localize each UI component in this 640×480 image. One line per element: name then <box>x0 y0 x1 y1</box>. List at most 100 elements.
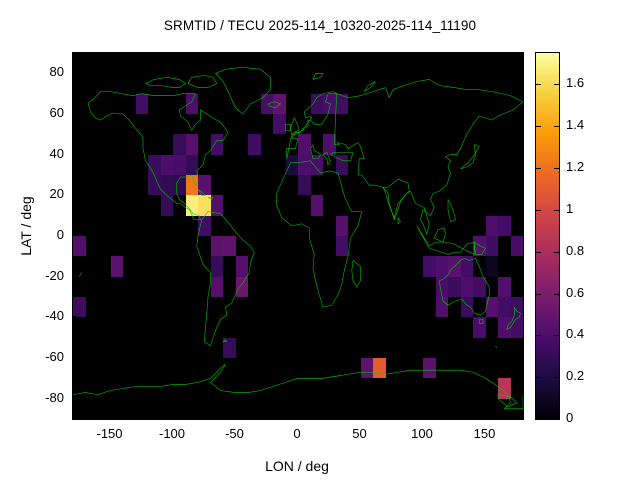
heatmap-cell <box>460 276 473 297</box>
heatmap-cell <box>473 317 486 338</box>
colorbar-tick-label: 0.4 <box>566 326 585 342</box>
heatmap-cell <box>298 154 311 175</box>
colorbar-tick-label: 1.2 <box>566 159 585 175</box>
y-tick-mark <box>72 153 77 155</box>
coastline-path <box>474 242 485 254</box>
colorbar <box>535 52 560 420</box>
heatmap-cell <box>335 236 348 257</box>
heatmap-cell <box>110 256 123 277</box>
heatmap-cell <box>485 215 498 236</box>
coastline-path <box>286 124 291 130</box>
coastline-path <box>507 307 521 329</box>
heatmap-cell <box>160 175 173 196</box>
heatmap-cell <box>460 297 473 318</box>
heatmap-cell <box>323 93 336 114</box>
heatmap-cell <box>448 276 461 297</box>
coastline-path <box>287 92 337 159</box>
coastline-path <box>208 197 213 199</box>
y-tick-mark <box>72 194 77 196</box>
colorbar-tick-mark <box>536 84 541 86</box>
x-tick-mark <box>359 413 361 418</box>
x-tick-mark <box>422 413 423 418</box>
y-tick-label: -60 <box>45 349 64 364</box>
heatmap-cell <box>423 358 436 379</box>
heatmap-cell <box>335 93 348 114</box>
y-tick-label: -80 <box>45 389 64 405</box>
x-tick-mark <box>234 413 236 418</box>
coastline-path <box>73 364 523 409</box>
coastline-path <box>331 153 354 161</box>
heatmap-cell <box>73 297 86 318</box>
heatmap-cell <box>273 93 286 114</box>
coastline-path <box>277 161 362 307</box>
x-tick-label: 100 <box>411 426 433 441</box>
coastline-path <box>334 79 523 234</box>
heatmap-cell <box>198 215 211 236</box>
y-tick-label: 40 <box>49 145 64 161</box>
heatmap-cell <box>498 317 511 338</box>
colorbar-tick-label: 0.2 <box>566 368 585 384</box>
coastline-path <box>323 153 331 165</box>
heatmap-cell <box>498 378 511 399</box>
coastline-path <box>498 395 517 407</box>
heatmap-cell <box>248 134 261 155</box>
heatmap-cell <box>335 154 348 175</box>
coastline-path <box>439 258 489 315</box>
heatmap-cell <box>210 256 223 277</box>
heatmap-cell <box>185 93 198 114</box>
colorbar-tick-mark <box>536 251 541 253</box>
heatmap-cell <box>310 195 323 216</box>
colorbar-tick-label: 1.6 <box>566 75 585 91</box>
y-tick-mark <box>72 316 77 318</box>
heatmap-cell <box>435 276 448 297</box>
heatmap-cell <box>498 215 511 236</box>
coastline-path <box>146 77 186 87</box>
heatmap-cell-layer <box>73 53 523 419</box>
x-tick-label: -100 <box>158 426 186 441</box>
coastline-path <box>313 73 323 79</box>
coastline-path <box>383 179 409 220</box>
heatmap-cell <box>235 256 248 277</box>
y-tick-mark <box>72 357 77 358</box>
y-tick-label: 20 <box>49 186 64 202</box>
heatmap-cell <box>210 195 223 216</box>
x-tick-label: 50 <box>352 426 367 441</box>
coastline-path <box>311 145 321 159</box>
x-axis-label: LON / deg <box>265 458 329 474</box>
heatmap-cell <box>485 256 498 277</box>
heatmap-cell <box>223 236 236 257</box>
heatmap-cell <box>423 256 436 277</box>
y-tick-mark <box>72 235 77 236</box>
x-tick-label: 0 <box>293 426 301 441</box>
coastline-path <box>364 81 375 91</box>
coastline-path <box>352 260 361 286</box>
coastline-path <box>479 319 483 323</box>
heatmap-cell <box>210 236 223 257</box>
heatmap-cell <box>473 236 486 257</box>
heatmap-cell <box>435 256 448 277</box>
y-tick-label: -40 <box>45 308 64 324</box>
x-tick-label: 150 <box>473 426 496 441</box>
heatmap-cell <box>185 154 198 175</box>
y-tick-label: 0 <box>56 227 64 242</box>
coastline-path <box>496 346 497 348</box>
heatmap-cell <box>485 236 498 257</box>
heatmap-cell <box>198 195 211 216</box>
x-tick-mark <box>172 413 173 418</box>
x-tick-mark <box>109 413 111 418</box>
colorbar-tick-label: 0.8 <box>566 242 585 258</box>
y-tick-label: 80 <box>49 64 64 80</box>
coastline-path <box>461 145 480 169</box>
heatmap-cell <box>173 154 186 175</box>
coastline-path <box>88 92 228 220</box>
heatmap-cell <box>273 114 286 135</box>
heatmap-cell <box>135 93 148 114</box>
colorbar-tick-mark <box>554 377 559 379</box>
heatmap-cell <box>373 358 386 379</box>
heatmap-cell <box>73 236 86 257</box>
colorbar-gradient <box>536 53 559 419</box>
heatmap-cell <box>323 134 336 155</box>
colorbar-tick-label: 1.4 <box>566 117 585 133</box>
colorbar-tick-label: 1 <box>566 200 574 216</box>
